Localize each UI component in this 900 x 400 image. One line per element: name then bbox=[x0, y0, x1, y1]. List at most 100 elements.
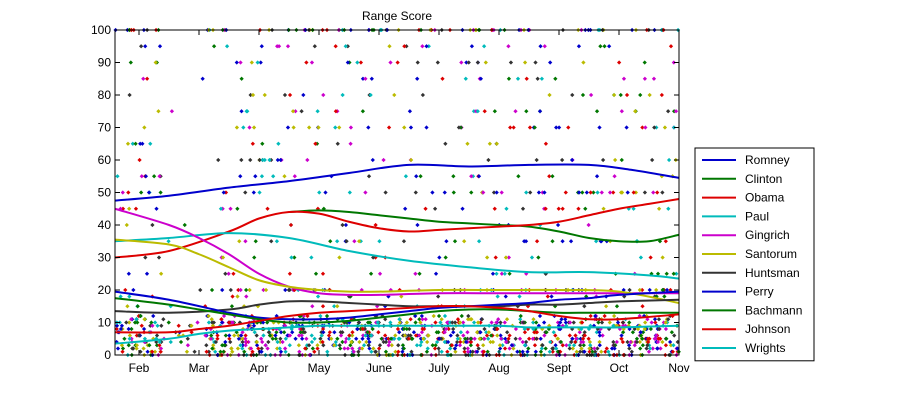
y-tick-label: 10 bbox=[98, 316, 112, 330]
score-point bbox=[619, 157, 624, 163]
score-point bbox=[139, 44, 144, 49]
trend-lines bbox=[114, 163, 680, 345]
score-point bbox=[363, 333, 368, 338]
score-point bbox=[465, 346, 470, 351]
score-point bbox=[312, 336, 317, 341]
score-point bbox=[459, 313, 464, 319]
score-point bbox=[491, 190, 497, 195]
score-point bbox=[520, 206, 526, 211]
score-point bbox=[169, 109, 175, 114]
score-point bbox=[619, 333, 624, 338]
score-point bbox=[306, 343, 312, 348]
score-point bbox=[481, 44, 487, 49]
score-point bbox=[503, 255, 509, 260]
score-point bbox=[660, 339, 665, 345]
score-point bbox=[520, 339, 525, 345]
score-point bbox=[655, 271, 661, 276]
score-point bbox=[599, 320, 605, 325]
score-point bbox=[486, 157, 491, 163]
score-point bbox=[407, 326, 412, 332]
score-point bbox=[418, 174, 423, 179]
score-point bbox=[269, 239, 274, 244]
score-point bbox=[252, 330, 257, 335]
score-point bbox=[338, 333, 344, 338]
score-point bbox=[386, 343, 391, 348]
score-point bbox=[478, 320, 483, 325]
score-point bbox=[647, 287, 652, 293]
score-point bbox=[550, 346, 555, 351]
score-point bbox=[599, 190, 604, 195]
score-point bbox=[476, 346, 481, 351]
score-point bbox=[547, 174, 552, 179]
score-point bbox=[228, 206, 233, 211]
score-point bbox=[581, 343, 586, 348]
score-point bbox=[392, 336, 397, 341]
score-point bbox=[321, 92, 326, 98]
score-point bbox=[143, 255, 148, 260]
score-point bbox=[247, 125, 252, 130]
score-point bbox=[312, 44, 317, 49]
score-point bbox=[632, 343, 637, 348]
score-point bbox=[285, 125, 291, 130]
score-point bbox=[195, 320, 200, 325]
score-point bbox=[277, 346, 282, 351]
score-point bbox=[660, 255, 665, 260]
score-point bbox=[509, 343, 514, 348]
score-point bbox=[654, 287, 659, 293]
score-point bbox=[533, 349, 538, 354]
score-point bbox=[580, 336, 586, 341]
score-point bbox=[337, 343, 342, 348]
score-point bbox=[366, 343, 371, 348]
score-point bbox=[298, 330, 303, 335]
score-point bbox=[594, 174, 600, 179]
score-point bbox=[577, 349, 583, 354]
score-point bbox=[346, 336, 352, 341]
score-point bbox=[537, 109, 543, 114]
score-point bbox=[141, 346, 146, 351]
score-point bbox=[602, 44, 607, 49]
score-point bbox=[325, 349, 330, 354]
score-point bbox=[477, 336, 482, 341]
score-point bbox=[406, 333, 411, 338]
score-point bbox=[547, 92, 552, 98]
score-point bbox=[569, 339, 574, 345]
score-point bbox=[564, 343, 569, 348]
score-point bbox=[502, 271, 507, 276]
score-point bbox=[338, 346, 343, 351]
score-point bbox=[320, 304, 326, 309]
score-point bbox=[465, 141, 470, 146]
score-point bbox=[442, 190, 447, 195]
x-tick-label: Aug bbox=[488, 361, 509, 375]
score-point bbox=[669, 330, 675, 335]
score-point bbox=[333, 125, 338, 130]
score-point bbox=[350, 330, 355, 335]
score-point bbox=[420, 92, 425, 98]
score-point bbox=[443, 326, 449, 332]
score-point bbox=[388, 60, 393, 65]
score-point bbox=[219, 320, 225, 325]
score-point bbox=[221, 190, 226, 195]
y-tick-label: 60 bbox=[98, 153, 112, 167]
score-point bbox=[502, 320, 507, 325]
score-point bbox=[307, 125, 312, 130]
score-point bbox=[321, 330, 326, 335]
score-point bbox=[647, 336, 652, 341]
score-point bbox=[461, 320, 466, 325]
legend-label: Obama bbox=[745, 191, 785, 205]
score-point bbox=[151, 313, 156, 319]
score-point bbox=[231, 271, 236, 276]
score-point bbox=[440, 76, 445, 81]
score-point bbox=[671, 271, 676, 276]
y-tick-label: 0 bbox=[104, 348, 111, 362]
score-point bbox=[127, 206, 132, 211]
score-point bbox=[383, 190, 388, 195]
score-point bbox=[242, 349, 247, 354]
score-point bbox=[666, 157, 672, 163]
score-point bbox=[409, 336, 414, 341]
score-point bbox=[401, 326, 407, 332]
score-point bbox=[206, 349, 211, 354]
score-point bbox=[356, 349, 361, 354]
score-point bbox=[309, 339, 315, 345]
x-tick-label: June bbox=[366, 361, 392, 375]
score-point bbox=[408, 157, 414, 163]
